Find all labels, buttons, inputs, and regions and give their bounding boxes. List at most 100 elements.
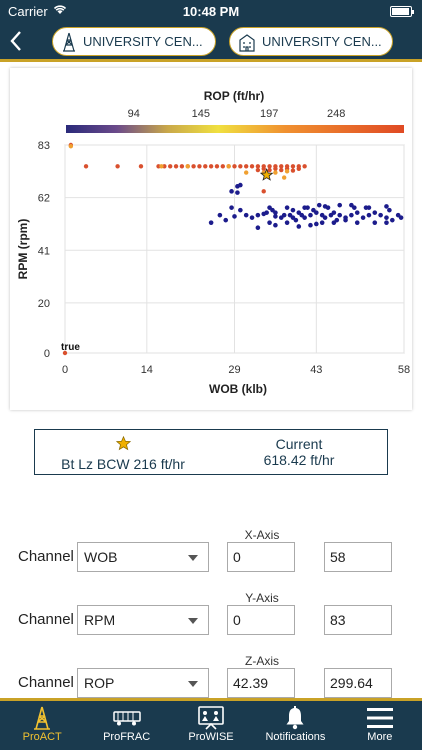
derrick-icon [63, 32, 75, 52]
data-point [366, 212, 372, 218]
x-channel-select[interactable]: WOB [77, 542, 209, 572]
z-max-input[interactable]: 299.64 [324, 668, 392, 698]
derrick-icon [34, 706, 51, 730]
data-point [249, 215, 255, 220]
data-point [232, 164, 237, 169]
z-channel-select[interactable]: ROP [77, 668, 209, 698]
wifi-icon [53, 4, 67, 18]
y-tick-label: 41 [38, 245, 50, 257]
data-point [281, 212, 287, 218]
origin-annotation: true [61, 342, 80, 353]
data-point [264, 210, 269, 215]
data-point [384, 204, 389, 209]
data-point [243, 212, 249, 218]
data-point [372, 220, 378, 225]
y-tick-label: 0 [44, 348, 50, 360]
data-point [284, 205, 290, 210]
x-axis-title: WOB (klb) [209, 382, 267, 396]
data-point [322, 215, 328, 220]
x-min-input[interactable]: 0 [227, 542, 295, 572]
tab-prowise[interactable]: ProWISE [169, 701, 253, 750]
well-selector-2[interactable]: UNIVERSITY CEN... [229, 27, 393, 56]
rop-info-box: Bt Lz BCW 216 ft/hr Current 618.42 ft/hr [34, 429, 388, 475]
data-point [208, 164, 214, 169]
data-point [197, 164, 202, 169]
tab-more[interactable]: More [338, 701, 422, 750]
data-point [387, 207, 392, 213]
data-point [185, 164, 190, 169]
data-point [203, 164, 208, 169]
x-max-input[interactable]: 58 [324, 542, 392, 572]
colorbar-tick-label: 145 [192, 108, 210, 120]
data-point [220, 164, 226, 169]
x-tick-label: 29 [228, 364, 240, 376]
y-max-input[interactable]: 83 [324, 605, 392, 635]
data-point [398, 215, 404, 220]
clock: 10:48 PM [182, 4, 240, 19]
tab-profrac-label: ProFRAC [103, 731, 151, 743]
data-point [281, 175, 287, 180]
data-point [316, 202, 322, 208]
y-tick-label: 83 [38, 140, 50, 152]
data-point [390, 217, 395, 223]
x-tick-label: 14 [141, 364, 153, 376]
data-point [255, 212, 261, 218]
data-point [191, 164, 196, 169]
data-point [238, 164, 243, 169]
data-point [296, 166, 301, 172]
data-point [302, 205, 307, 210]
x-axis-heading: X-Axis [244, 528, 280, 542]
data-point [349, 202, 354, 208]
y-channel-value: RPM [84, 612, 116, 628]
data-point [179, 164, 185, 169]
current-rop-label: Current [275, 436, 323, 452]
data-point [279, 167, 284, 173]
data-point [138, 164, 144, 169]
data-point [337, 202, 343, 208]
data-point [226, 164, 231, 169]
z-min-input[interactable]: 42.39 [227, 668, 295, 698]
data-point [173, 164, 179, 169]
y-channel-label: Channel [18, 611, 74, 628]
data-point [290, 164, 296, 169]
data-point [238, 182, 243, 188]
tab-notifications[interactable]: Notifications [253, 701, 337, 750]
hamburger-icon [366, 708, 393, 728]
data-point [349, 212, 354, 218]
colorbar-title: ROP (ft/hr) [204, 89, 264, 103]
data-point [384, 215, 389, 220]
chart-card: ROP (ft/hr) 94 145 197 248 0 20 41 62 83 0 14 29 43… [10, 68, 412, 410]
best-rop-label: Bt Lz BCW 216 ft/hr [61, 456, 185, 472]
data-point [319, 220, 325, 225]
data-point [372, 210, 378, 215]
data-point [255, 164, 261, 169]
data-point [314, 210, 319, 215]
data-point [273, 170, 278, 175]
data-point [208, 220, 214, 225]
data-point [343, 217, 348, 223]
back-chevron-icon[interactable] [6, 30, 26, 56]
tab-prowise-label: ProWISE [188, 731, 234, 743]
data-point [384, 220, 389, 225]
app-header: UNIVERSITY CEN... UNIVERSITY CEN... [0, 24, 422, 62]
data-point [314, 221, 319, 227]
x-tick-label: 0 [62, 364, 68, 376]
data-point [302, 164, 307, 169]
colorbar-tick-label: 197 [260, 108, 278, 120]
data-point [255, 225, 261, 230]
data-point [293, 217, 299, 223]
star-icon [35, 435, 211, 454]
colorbar [66, 125, 404, 133]
tab-proact[interactable]: ProACT [0, 701, 84, 750]
status-bar: Carrier 10:48 PM [0, 0, 422, 24]
tab-profrac[interactable]: ProFRAC [84, 701, 168, 750]
dropdown-caret-icon [188, 681, 198, 687]
z-channel-value: ROP [84, 675, 115, 691]
well-selector-1[interactable]: UNIVERSITY CEN... [52, 27, 216, 56]
y-min-input[interactable]: 0 [227, 605, 295, 635]
data-point [322, 204, 328, 209]
data-point [267, 164, 272, 169]
data-point [235, 190, 240, 195]
well-selector-1-label: UNIVERSITY CEN... [83, 34, 203, 49]
y-channel-select[interactable]: RPM [77, 605, 209, 635]
